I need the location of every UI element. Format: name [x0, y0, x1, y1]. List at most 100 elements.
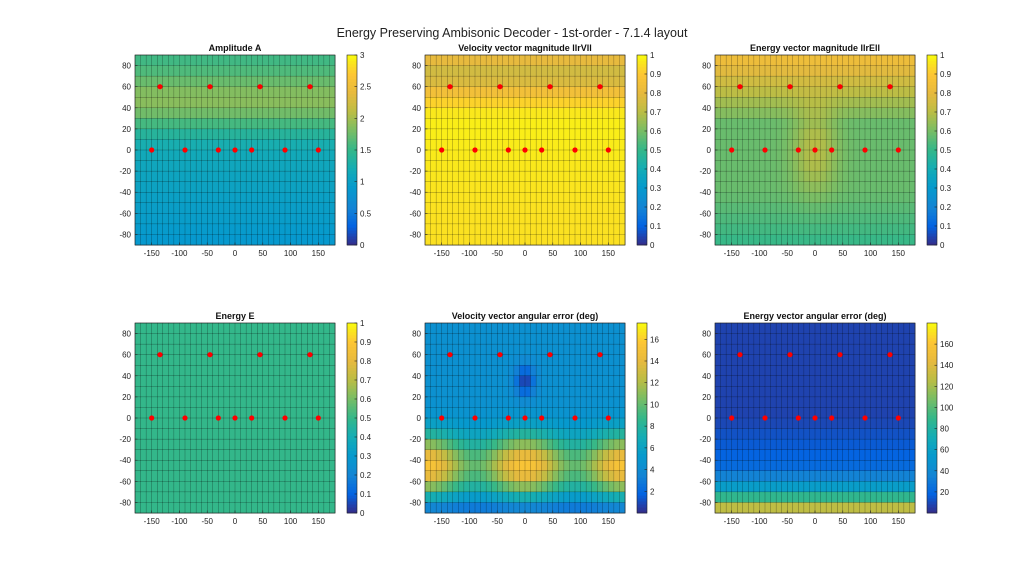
- heatmap-cell: [552, 417, 559, 430]
- heatmap-cell: [887, 322, 894, 335]
- heatmap-cell: [480, 460, 487, 472]
- heatmap-cell: [234, 343, 242, 356]
- heatmap-cell: [753, 86, 760, 98]
- heatmap-cell: [268, 139, 275, 151]
- heatmap-cell: [792, 75, 799, 88]
- colorbar-segment: [347, 78, 357, 83]
- heatmap-cell: [619, 234, 626, 246]
- subplot-title: Amplitude A: [209, 43, 262, 53]
- heatmap-cell: [770, 343, 777, 356]
- heatmap-cell: [909, 343, 916, 356]
- subplot-5: -150 -100 -50 0 50 100 150-80-60-40-2002040608…: [409, 311, 659, 526]
- colorbar-segment: [927, 450, 937, 455]
- heatmap-cell: [134, 160, 142, 172]
- heatmap-cell: [329, 160, 336, 172]
- heatmap-cell: [814, 428, 822, 440]
- heatmap-cell: [162, 386, 169, 398]
- heatmap-cell: [742, 181, 749, 193]
- heatmap-cell: [585, 438, 593, 451]
- heatmap-cell: [558, 192, 565, 204]
- heatmap-cell: [491, 491, 498, 503]
- colorbar-segment: [347, 406, 357, 410]
- heatmap-cell: [485, 181, 493, 193]
- heatmap-cell: [742, 160, 749, 172]
- heatmap-cell: [151, 202, 158, 214]
- heatmap-cell: [245, 192, 253, 204]
- heatmap-cell: [714, 139, 722, 151]
- heatmap-cell: [284, 65, 292, 77]
- heatmap-cell: [273, 170, 280, 183]
- heatmap-cell: [870, 449, 877, 461]
- heatmap-cell: [535, 438, 543, 451]
- heatmap-cell: [223, 502, 230, 514]
- heatmap-cell: [842, 170, 849, 183]
- heatmap-cell: [563, 386, 570, 398]
- heatmap-cell: [441, 107, 448, 119]
- heatmap-cell: [452, 75, 459, 88]
- heatmap-cell: [223, 481, 230, 493]
- heatmap-cell: [262, 118, 269, 130]
- heatmap-cell: [424, 86, 432, 98]
- heatmap-cell: [753, 213, 760, 225]
- heatmap-cell: [519, 491, 526, 503]
- heatmap-cell: [279, 449, 286, 461]
- heatmap-cell: [714, 107, 722, 119]
- heatmap-cell: [497, 128, 504, 140]
- colorbar-segment: [347, 498, 357, 502]
- heatmap-cell: [179, 234, 186, 246]
- heatmap-cell: [207, 396, 214, 408]
- heatmap-cell: [295, 149, 303, 162]
- heatmap-cell: [892, 118, 899, 130]
- heatmap-cell: [485, 192, 493, 204]
- heatmap-cell: [229, 65, 236, 77]
- heatmap-cell: [497, 460, 504, 472]
- heatmap-cell: [742, 118, 749, 130]
- heatmap-cell: [168, 481, 175, 493]
- heatmap-cell: [430, 417, 437, 430]
- heatmap-cell: [814, 481, 822, 493]
- heatmap-cell: [519, 365, 526, 377]
- heatmap-cell: [809, 481, 816, 493]
- heatmap-cell: [775, 343, 783, 356]
- heatmap-cell: [513, 107, 520, 119]
- heatmap-cell: [585, 160, 593, 172]
- heatmap-cell: [430, 181, 437, 193]
- subplot-title: Energy E: [215, 311, 254, 321]
- heatmap-cell: [190, 470, 197, 482]
- colorbar: 00.511.522.53: [346, 51, 372, 250]
- heatmap-cell: [480, 223, 487, 235]
- heatmap-cell: [619, 192, 626, 204]
- heatmap-cell: [881, 223, 888, 235]
- heatmap-cell: [145, 354, 153, 366]
- heatmap-cell: [195, 481, 203, 493]
- heatmap-cell: [569, 160, 576, 172]
- heatmap-cell: [257, 149, 264, 162]
- heatmap: [424, 322, 626, 514]
- heatmap-cell: [898, 118, 905, 130]
- heatmap-cell: [157, 213, 164, 225]
- heatmap-cell: [881, 365, 888, 377]
- colorbar-tick-label: 0: [360, 509, 365, 518]
- heatmap-cell: [748, 343, 755, 356]
- heatmap-cell: [245, 343, 253, 356]
- heatmap-cell: [714, 365, 722, 377]
- heatmap-cell: [803, 97, 810, 109]
- heatmap-cell: [580, 202, 587, 214]
- heatmap-cell: [748, 223, 755, 235]
- heatmap-cell: [151, 491, 158, 503]
- heatmap-cell: [218, 333, 225, 345]
- heatmap-cell: [279, 343, 286, 356]
- heatmap-cell: [574, 428, 582, 440]
- heatmap-cell: [323, 322, 330, 335]
- heatmap-cell: [441, 160, 448, 172]
- heatmap-cell: [162, 322, 169, 335]
- heatmap-cell: [301, 97, 308, 109]
- heatmap-cell: [218, 54, 225, 67]
- heatmap-cell: [898, 396, 905, 408]
- heatmap-cell: [424, 65, 432, 77]
- heatmap-cell: [764, 181, 772, 193]
- heatmap-cell: [597, 139, 604, 151]
- heatmap-cell: [887, 428, 894, 440]
- colorbar-segment: [927, 459, 937, 463]
